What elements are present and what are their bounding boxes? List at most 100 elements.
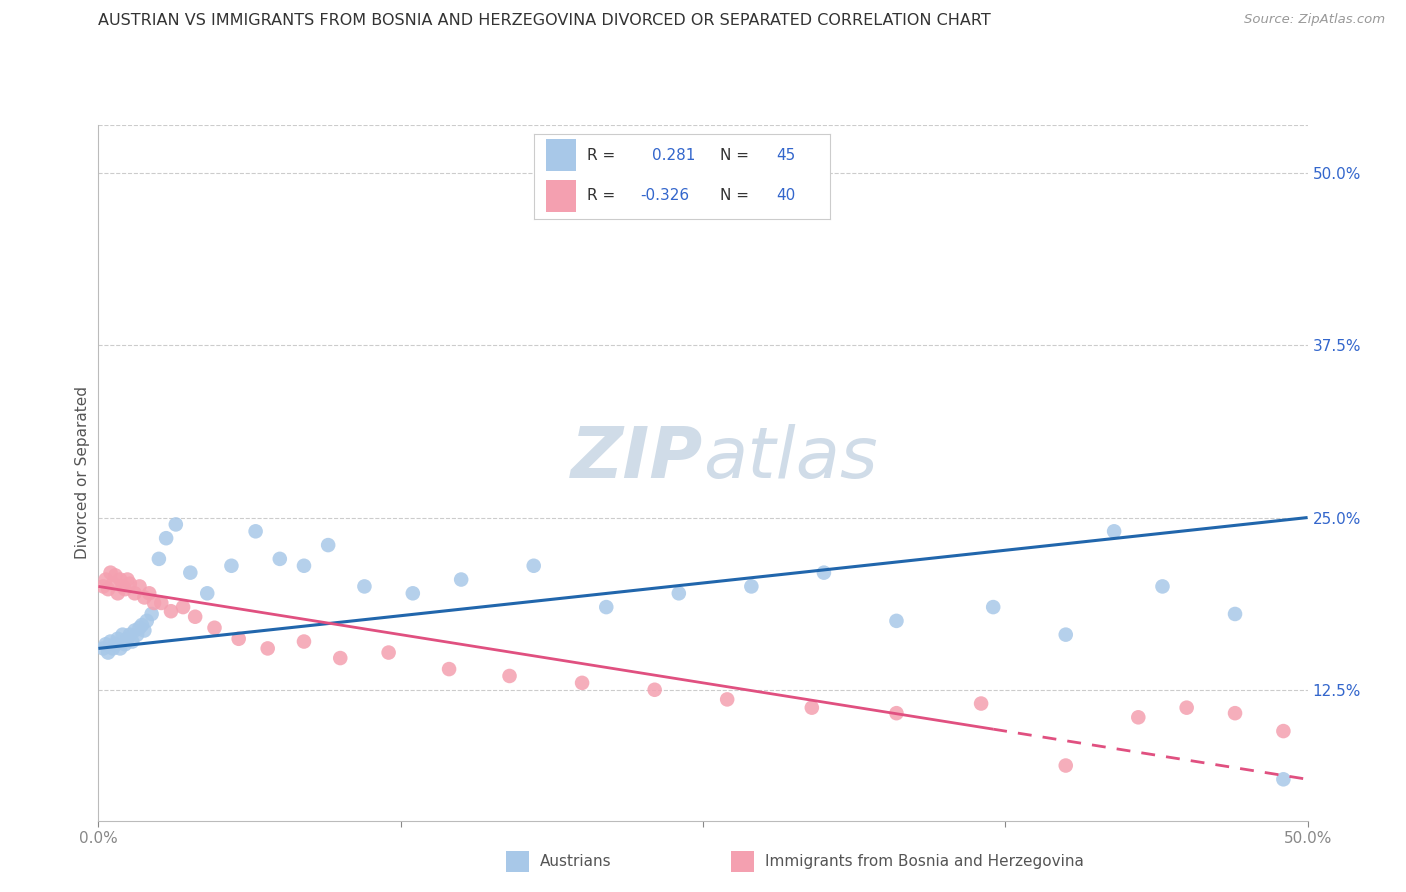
Point — [970, 697, 993, 711]
Point — [104, 568, 127, 582]
Point — [94, 573, 117, 587]
Point — [128, 621, 150, 635]
Point — [91, 579, 114, 593]
Point — [329, 651, 352, 665]
Point — [204, 621, 226, 635]
Point — [114, 582, 136, 597]
Point — [101, 576, 124, 591]
Point — [716, 692, 738, 706]
Text: AUSTRIAN VS IMMIGRANTS FROM BOSNIA AND HERZEGOVINA DIVORCED OR SEPARATED CORRELA: AUSTRIAN VS IMMIGRANTS FROM BOSNIA AND H… — [98, 13, 991, 29]
Point — [121, 634, 143, 648]
Point — [523, 558, 546, 573]
Point — [118, 576, 141, 591]
Point — [124, 586, 146, 600]
Text: R =: R = — [588, 188, 616, 203]
Point — [981, 600, 1004, 615]
Point — [256, 641, 278, 656]
Point — [172, 600, 194, 615]
Text: 0.281: 0.281 — [652, 148, 696, 163]
Point — [135, 614, 157, 628]
Point — [127, 627, 149, 641]
Text: R =: R = — [588, 148, 616, 163]
Point — [138, 586, 160, 600]
Point — [118, 627, 141, 641]
Point — [571, 676, 593, 690]
Point — [740, 579, 762, 593]
Point — [221, 558, 243, 573]
Point — [450, 573, 472, 587]
Point — [101, 641, 124, 656]
Text: 40: 40 — [776, 188, 796, 203]
Point — [377, 646, 399, 660]
Point — [148, 552, 170, 566]
Point — [94, 637, 117, 651]
Point — [1128, 710, 1150, 724]
Point — [1223, 607, 1246, 621]
Point — [813, 566, 835, 580]
Point — [668, 586, 690, 600]
Point — [108, 641, 131, 656]
Text: -0.326: -0.326 — [641, 188, 690, 203]
Point — [134, 624, 156, 638]
Point — [269, 552, 291, 566]
Point — [124, 624, 146, 638]
Text: ZIP: ZIP — [571, 425, 703, 493]
Text: Austrians: Austrians — [540, 855, 612, 869]
Point — [886, 614, 908, 628]
Point — [402, 586, 425, 600]
Point — [91, 641, 114, 656]
Point — [437, 662, 460, 676]
Bar — [546, 179, 575, 211]
Point — [292, 558, 315, 573]
Y-axis label: Divorced or Separated: Divorced or Separated — [75, 386, 90, 559]
Text: 45: 45 — [776, 148, 796, 163]
Point — [104, 637, 127, 651]
Point — [117, 632, 139, 646]
Point — [114, 637, 136, 651]
Text: atlas: atlas — [703, 425, 877, 493]
Point — [228, 632, 250, 646]
Point — [117, 573, 139, 587]
Point — [107, 632, 129, 646]
Point — [292, 634, 315, 648]
Point — [1152, 579, 1174, 593]
Point — [160, 604, 183, 618]
Text: Source: ZipAtlas.com: Source: ZipAtlas.com — [1244, 13, 1385, 27]
Point — [143, 596, 166, 610]
Point — [1223, 706, 1246, 721]
Point — [595, 600, 617, 615]
Bar — [546, 139, 575, 171]
Point — [195, 586, 218, 600]
Point — [111, 579, 134, 593]
Text: N =: N = — [720, 188, 749, 203]
Point — [165, 517, 187, 532]
Point — [179, 566, 201, 580]
Point — [886, 706, 908, 721]
Point — [150, 596, 173, 610]
Point — [97, 646, 120, 660]
Point — [498, 669, 520, 683]
Point — [245, 524, 267, 539]
Point — [128, 579, 150, 593]
Point — [184, 609, 207, 624]
Point — [800, 700, 823, 714]
Point — [316, 538, 339, 552]
Point — [97, 582, 120, 597]
Point — [100, 566, 122, 580]
Point — [1054, 758, 1077, 772]
Point — [1102, 524, 1125, 539]
Point — [1054, 627, 1077, 641]
Text: Immigrants from Bosnia and Herzegovina: Immigrants from Bosnia and Herzegovina — [765, 855, 1084, 869]
Point — [155, 531, 177, 545]
Point — [353, 579, 375, 593]
Point — [644, 682, 666, 697]
Point — [108, 573, 131, 587]
Point — [107, 586, 129, 600]
Point — [131, 618, 153, 632]
Point — [111, 627, 134, 641]
Point — [100, 634, 122, 648]
Point — [1175, 700, 1198, 714]
Point — [1272, 772, 1295, 787]
Point — [134, 591, 156, 605]
Point — [141, 607, 163, 621]
